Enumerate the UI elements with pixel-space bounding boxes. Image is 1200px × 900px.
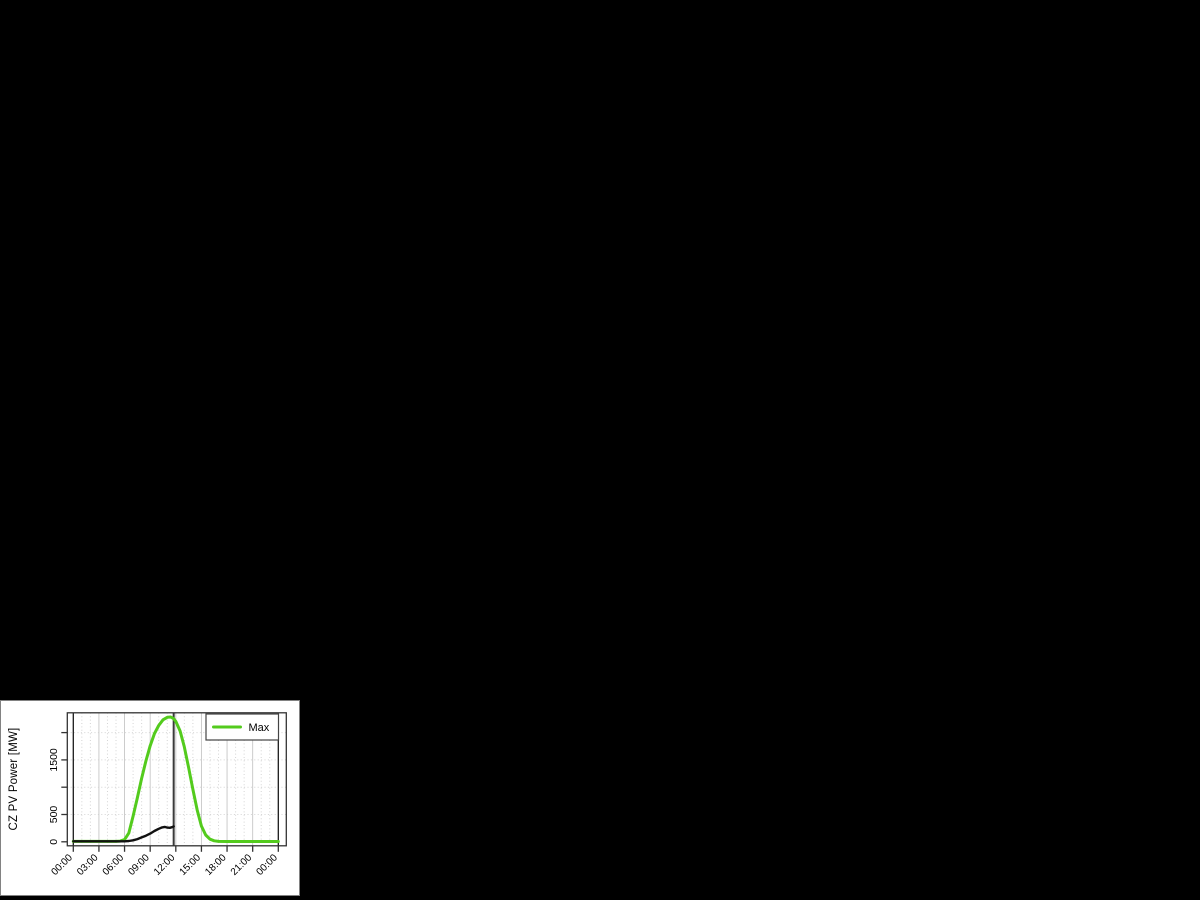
x-tick-label: 09:00 bbox=[126, 852, 152, 878]
x-tick-label: 15:00 bbox=[178, 852, 204, 878]
y-tick-label: 0 bbox=[48, 839, 60, 845]
chart-legend: Max bbox=[205, 713, 280, 741]
x-tick-label: 06:00 bbox=[101, 852, 127, 878]
x-tick-label: 03:00 bbox=[75, 852, 101, 878]
x-tick-label: 00:00 bbox=[49, 852, 75, 878]
x-tick-label: 00:00 bbox=[254, 852, 280, 878]
x-tick-label: 21:00 bbox=[229, 852, 255, 878]
legend-label: Max bbox=[249, 722, 270, 734]
plot-border bbox=[66, 712, 287, 847]
series-line-unlabeled bbox=[72, 825, 175, 843]
y-tick-label: 1500 bbox=[48, 748, 60, 772]
x-tick-label: 18:00 bbox=[203, 852, 229, 878]
chart-series bbox=[71, 715, 280, 843]
y-axis-title: CZ PV Power [MW] bbox=[8, 727, 20, 831]
pv-chart-panel: CZ PV Power [MW] 00:00 03:00 06:00 09:00 12:… bbox=[0, 700, 300, 896]
y-tick-label: 500 bbox=[48, 806, 60, 824]
pv-power-chart: 00:00 03:00 06:00 09:00 12:00 15:00 18:00 21:00… bbox=[48, 712, 287, 878]
x-tick-label: 12:00 bbox=[152, 852, 178, 878]
